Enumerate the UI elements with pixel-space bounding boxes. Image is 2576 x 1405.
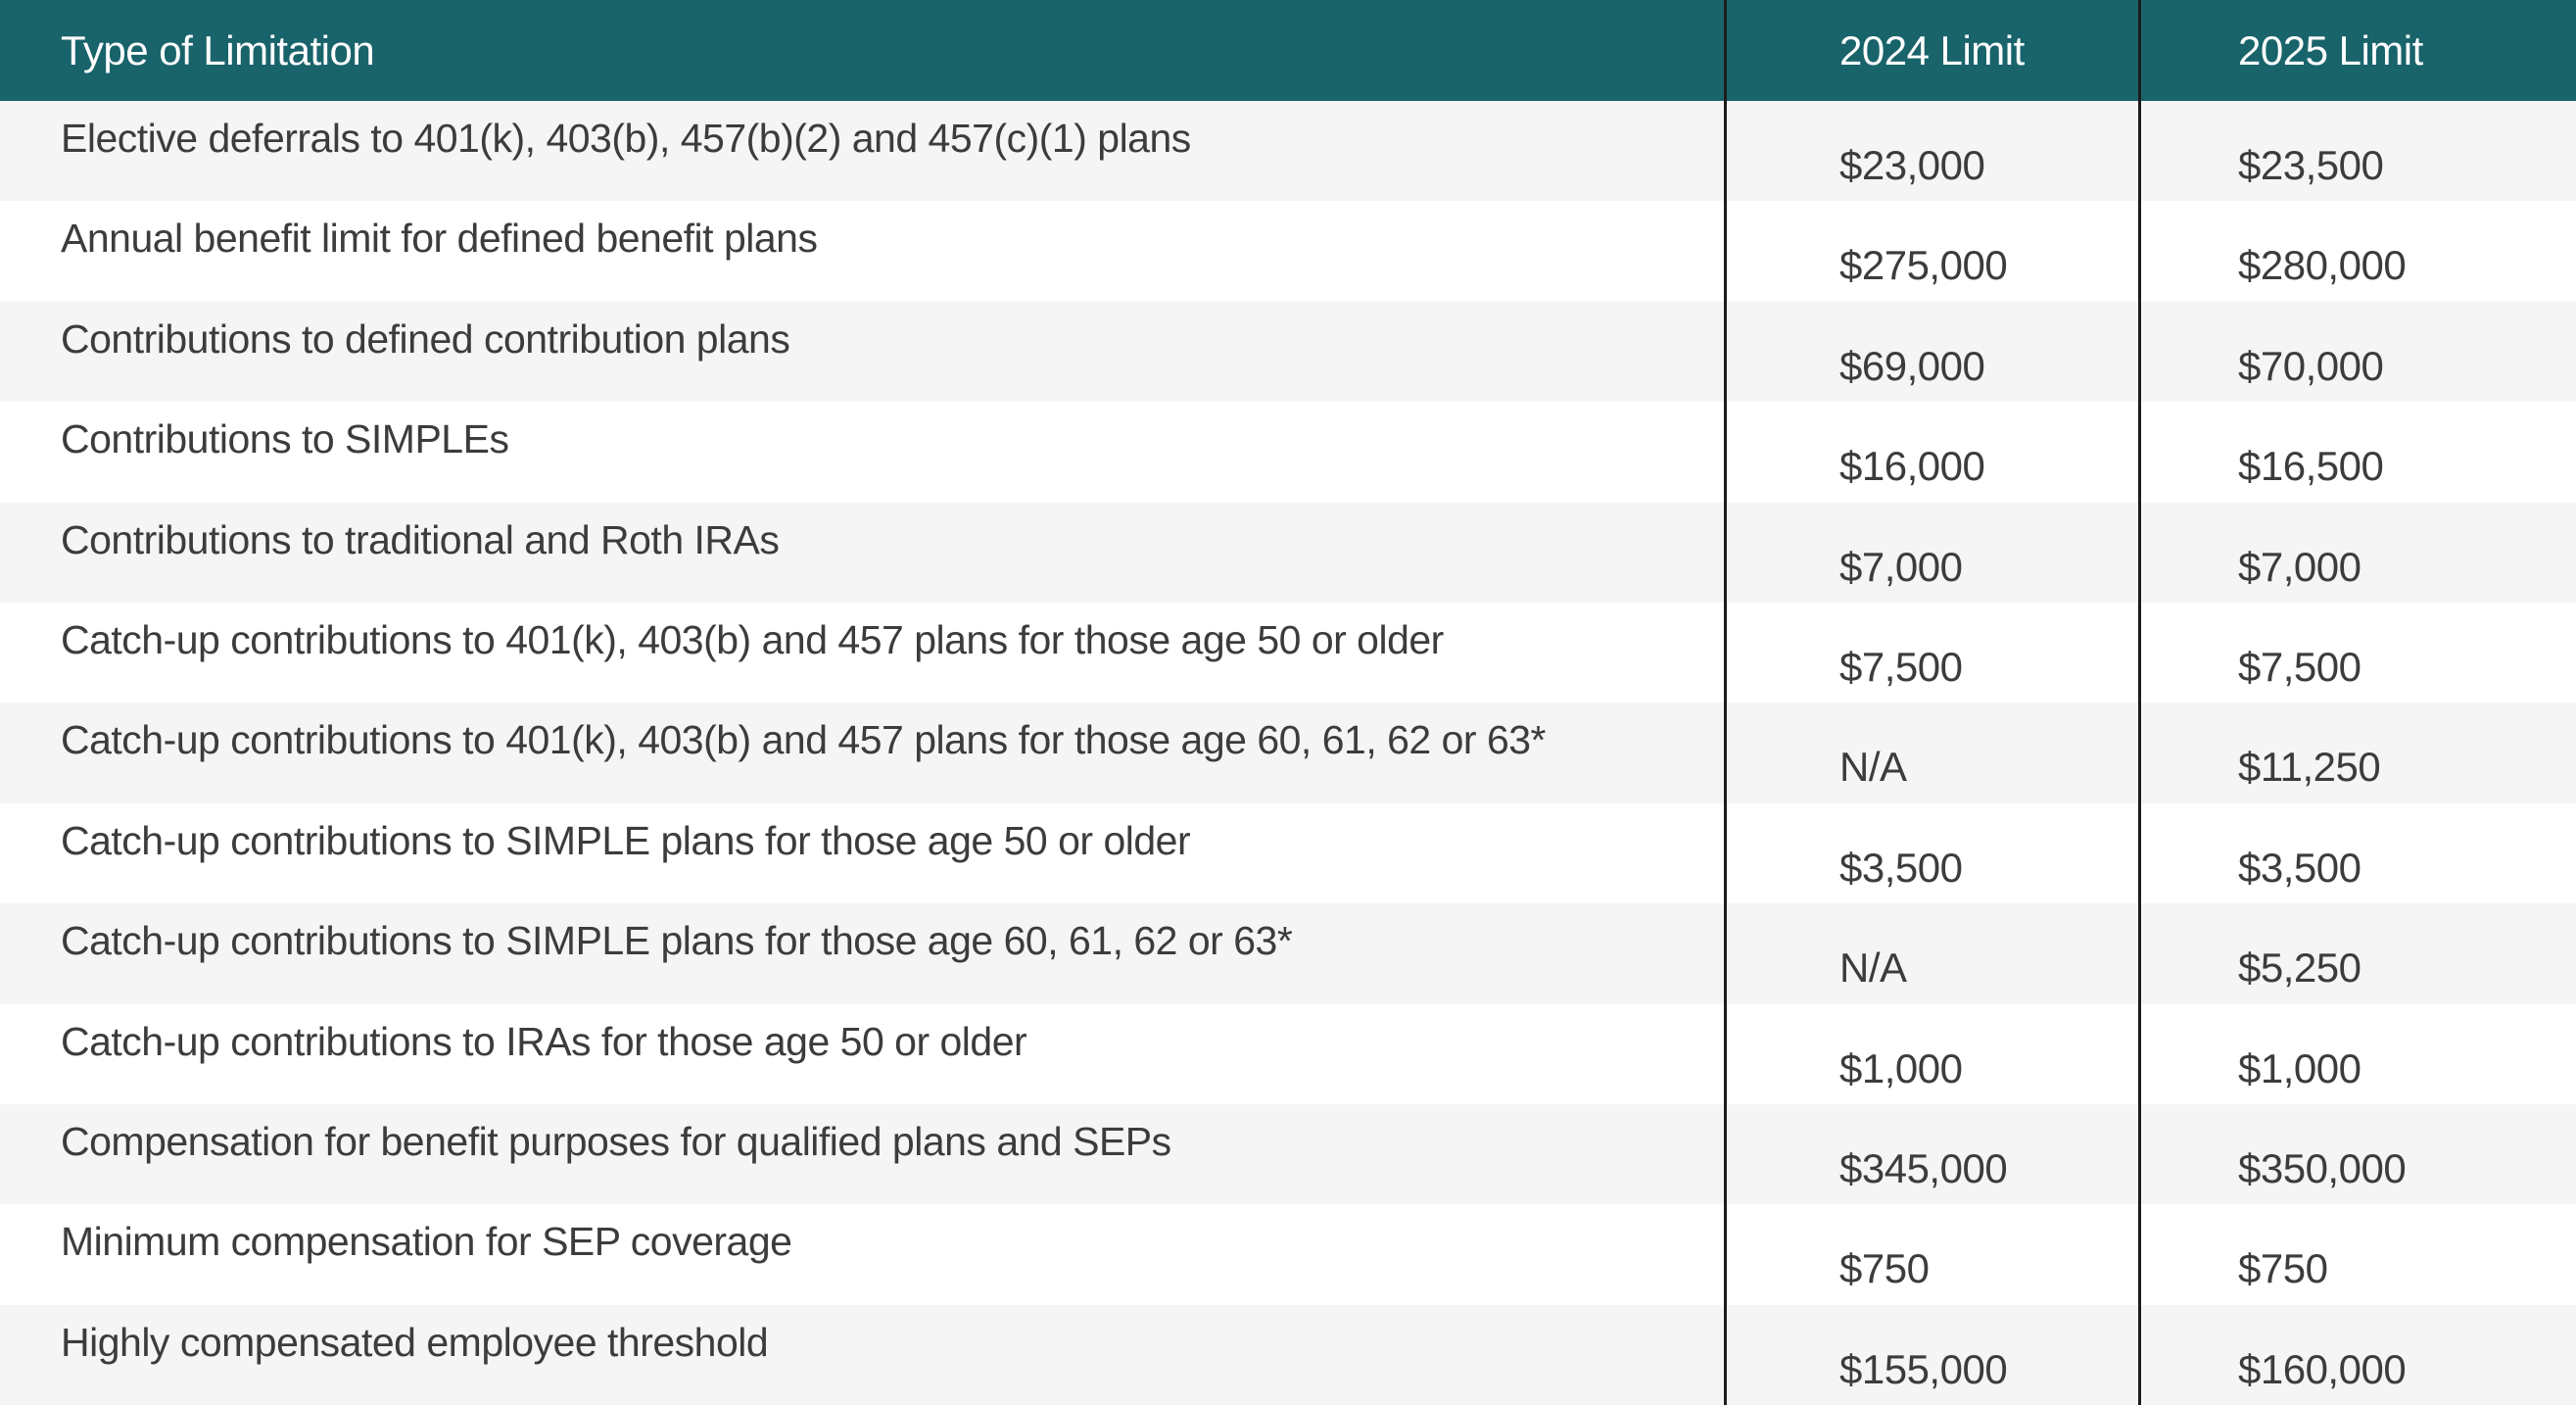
table-row: Catch-up contributions to SIMPLE plans f… (0, 903, 2576, 1004)
limit-2025-cell: $3,500 (2238, 844, 2361, 891)
row-label-cell: Minimum compensation for SEP coverage (61, 1219, 792, 1265)
limit-2024-cell: N/A (1839, 744, 1907, 791)
table-row: Catch-up contributions to IRAs for those… (0, 1003, 2576, 1104)
table-row: Catch-up contributions to 401(k), 403(b)… (0, 702, 2576, 803)
column-divider-1 (1724, 0, 1727, 1405)
limit-2024-cell: $7,500 (1839, 643, 1963, 690)
row-label-cell: Highly compensated employee threshold (61, 1319, 769, 1365)
limit-2025-cell: $350,000 (2238, 1144, 2407, 1191)
limit-2025-cell: $750 (2238, 1245, 2328, 1292)
table-row: Annual benefit limit for defined benefit… (0, 201, 2576, 302)
table-body: Elective deferrals to 401(k), 403(b), 45… (0, 101, 2576, 1405)
limit-2024-cell: $23,000 (1839, 142, 1985, 188)
row-label-cell: Contributions to SIMPLEs (61, 416, 509, 462)
limit-2024-cell: $275,000 (1839, 242, 2008, 289)
limit-2025-cell: $160,000 (2238, 1345, 2407, 1392)
table-row: Highly compensated employee threshold $1… (0, 1304, 2576, 1405)
limit-2024-cell: $69,000 (1839, 342, 1985, 389)
limit-2025-cell: $23,500 (2238, 142, 2384, 188)
table-row: Contributions to traditional and Roth IR… (0, 502, 2576, 603)
table-row: Compensation for benefit purposes for qu… (0, 1103, 2576, 1205)
row-label-cell: Catch-up contributions to SIMPLE plans f… (61, 918, 1293, 964)
limit-2025-cell: $70,000 (2238, 342, 2384, 389)
row-label-cell: Contributions to traditional and Roth IR… (61, 516, 780, 562)
limit-2025-cell: $11,250 (2238, 744, 2381, 791)
limit-2025-cell: $7,500 (2238, 643, 2361, 690)
row-label-cell: Catch-up contributions to SIMPLE plans f… (61, 817, 1191, 863)
table-header: Type of Limitation 2024 Limit 2025 Limit (0, 0, 2576, 101)
limit-2024-cell: $1,000 (1839, 1044, 1963, 1091)
limit-2024-cell: $155,000 (1839, 1345, 2008, 1392)
row-label-cell: Annual benefit limit for defined benefit… (61, 216, 818, 262)
table-row: Catch-up contributions to 401(k), 403(b)… (0, 602, 2576, 703)
limit-2025-cell: $1,000 (2238, 1044, 2361, 1091)
row-label-cell: Contributions to defined contribution pl… (61, 315, 790, 362)
column-divider-2 (2138, 0, 2141, 1405)
row-label-cell: Catch-up contributions to IRAs for those… (61, 1018, 1027, 1064)
header-2024-limit: 2024 Limit (1839, 26, 2025, 73)
limit-2025-cell: $5,250 (2238, 945, 2361, 992)
limit-2024-cell: $345,000 (1839, 1144, 2008, 1191)
limit-2024-cell: $7,000 (1839, 543, 1963, 590)
header-type-of-limitation: Type of Limitation (61, 26, 375, 73)
table-row: Minimum compensation for SEP coverage $7… (0, 1204, 2576, 1305)
limit-2024-cell: $3,500 (1839, 844, 1963, 891)
row-label-cell: Catch-up contributions to 401(k), 403(b)… (61, 717, 1547, 763)
limit-2024-cell: N/A (1839, 945, 1907, 992)
limit-2024-cell: $750 (1839, 1245, 1930, 1292)
table-row: Contributions to SIMPLEs $16,000 $16,500 (0, 402, 2576, 503)
row-label-cell: Elective deferrals to 401(k), 403(b), 45… (61, 116, 1191, 161)
row-label-cell: Catch-up contributions to 401(k), 403(b)… (61, 616, 1444, 662)
limit-2025-cell: $16,500 (2238, 443, 2384, 490)
table-row: Catch-up contributions to SIMPLE plans f… (0, 802, 2576, 904)
table-row: Elective deferrals to 401(k), 403(b), 45… (0, 101, 2576, 202)
limit-2025-cell: $280,000 (2238, 242, 2407, 289)
table-row: Contributions to defined contribution pl… (0, 301, 2576, 403)
limit-2025-cell: $7,000 (2238, 543, 2361, 590)
limit-2024-cell: $16,000 (1839, 443, 1985, 490)
row-label-cell: Compensation for benefit purposes for qu… (61, 1118, 1171, 1164)
header-2025-limit: 2025 Limit (2238, 26, 2423, 73)
